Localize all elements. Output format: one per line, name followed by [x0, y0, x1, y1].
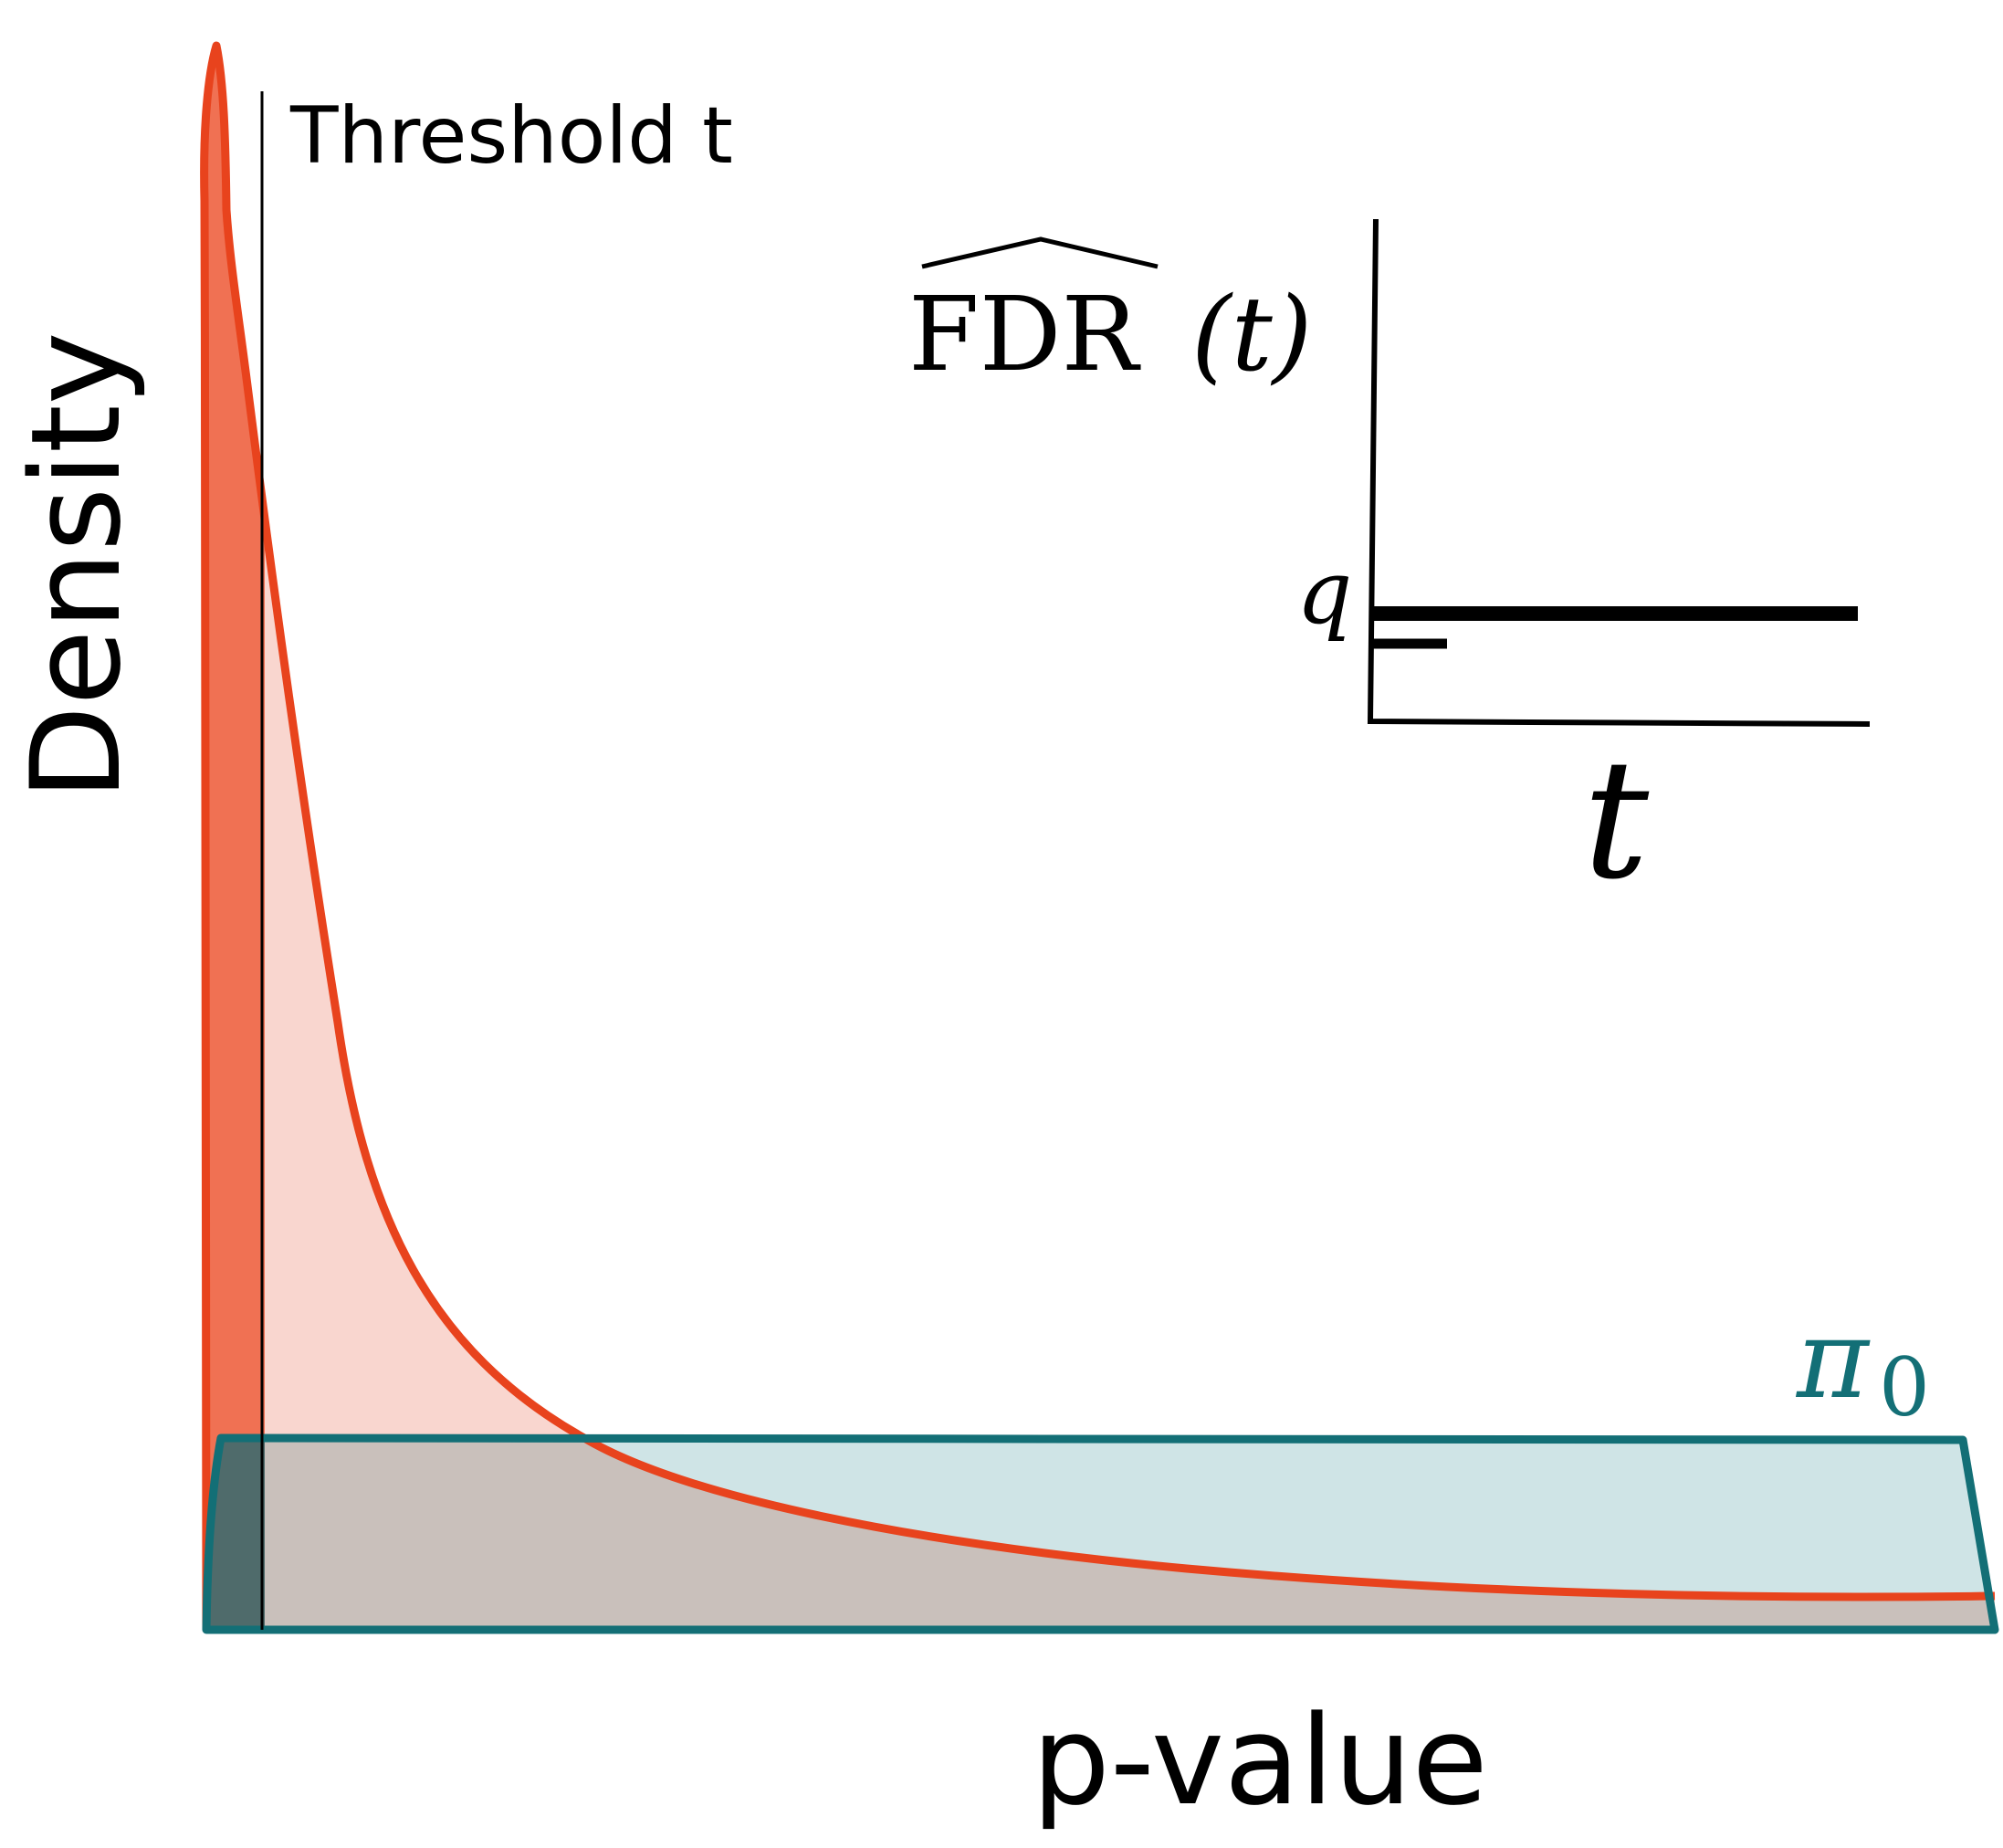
inset-t-label: t — [1583, 725, 1650, 916]
alt-density-rejected-fill — [204, 46, 265, 1630]
alt-density-curve — [200, 41, 1996, 1631]
fdr-label: FDR (t) — [908, 236, 1312, 394]
y-axis-label: Density — [5, 331, 148, 800]
pi0-symbol: π — [1795, 1297, 1871, 1423]
x-axis-label: p-value — [1032, 1689, 1488, 1832]
pi0-subscript: 0 — [1879, 1340, 1930, 1434]
fdr-arg: (t) — [1191, 276, 1312, 394]
pi0-label: π 0 — [1795, 1297, 1930, 1434]
inset-axes — [1367, 218, 1871, 727]
fdr-inset: FDR (t) q t — [908, 218, 1871, 916]
fdr-hat — [921, 236, 1159, 269]
null-density-outline — [202, 1433, 1999, 1634]
inset-q-label: q — [1296, 541, 1352, 644]
threshold-label: Threshold t — [289, 90, 733, 182]
fdr-text: FDR — [908, 276, 1142, 394]
